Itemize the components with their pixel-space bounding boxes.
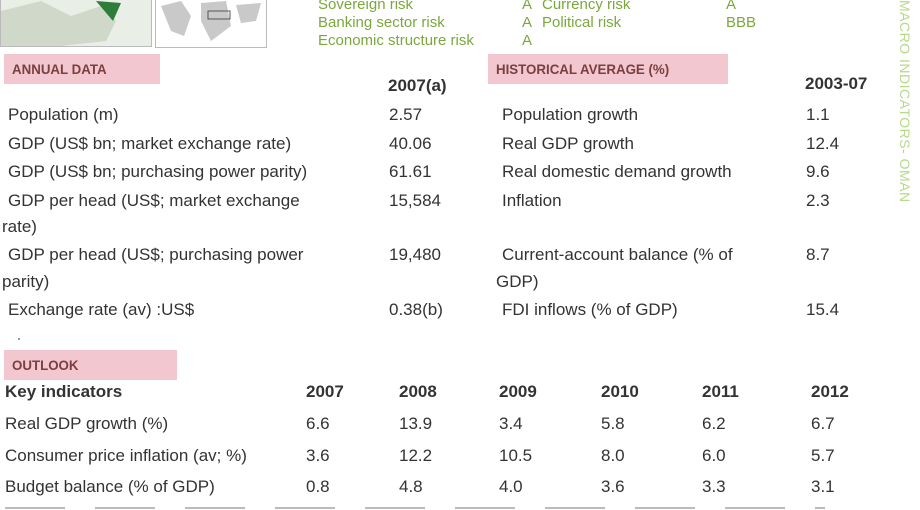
- region-map: [0, 0, 152, 47]
- sovereign-risk-label: Sovereign risk: [318, 0, 414, 13]
- annual-row-label: Exchange rate (av) :US$: [8, 300, 195, 319]
- outlook-cell: 6.7: [811, 414, 835, 433]
- world-map-graphic: [156, 0, 266, 47]
- outlook-year-header: 2007: [306, 382, 344, 401]
- historical-row-label: Inflation: [502, 191, 562, 210]
- economic-risk-value: A: [522, 32, 533, 49]
- annual-row-label: Population (m): [8, 105, 119, 124]
- outlook-row-label: Budget balance (% of GDP): [5, 477, 215, 496]
- annual-row-label: GDP (US$ bn; purchasing power parity): [8, 162, 308, 181]
- outlook-cell: 3.6: [601, 477, 625, 496]
- annual-row-label: GDP per head (US$; purchasing power: [8, 245, 304, 264]
- annual-row-value: 40.06: [389, 134, 432, 153]
- outlook-title: OUTLOOK: [12, 357, 79, 373]
- historical-row-label: Current-account balance (% of: [502, 245, 733, 264]
- annual-year-header: 2007(a): [388, 76, 447, 95]
- outlook-cell: 5.8: [601, 414, 625, 433]
- outlook-year-header: 2010: [601, 382, 639, 401]
- banking-risk-value: A: [522, 14, 533, 31]
- outlook-cell: 6.6: [306, 414, 330, 433]
- historical-row-label: Real domestic demand growth: [502, 162, 732, 181]
- annual-row-label: GDP (US$ bn; market exchange rate): [8, 134, 292, 153]
- outlook-row-label: Consumer price inflation (av; %): [5, 446, 247, 465]
- historical-row-label: Real GDP growth: [502, 134, 634, 153]
- economic-risk-label: Economic structure risk: [318, 32, 474, 49]
- political-risk-value: BBB: [726, 14, 757, 31]
- historical-row-value: 8.7: [806, 245, 830, 264]
- historical-row-label: Population growth: [502, 105, 639, 124]
- outlook-cell: 3.3: [702, 477, 726, 496]
- outlook-cell: 3.6: [306, 446, 330, 465]
- historical-row-value: 15.4: [806, 300, 840, 319]
- outlook-cell: 0.8: [306, 477, 330, 496]
- outlook-cell: 12.2: [399, 446, 433, 465]
- outlook-cell: 4.0: [499, 477, 523, 496]
- sovereign-risk-value: A: [522, 0, 533, 13]
- annual-row-label-cont: rate): [2, 217, 37, 236]
- outlook-cell: 6.0: [702, 446, 726, 465]
- annual-row-value: 61.61: [389, 162, 432, 181]
- speck: [18, 338, 20, 340]
- outlook-cell: 5.7: [811, 446, 835, 465]
- side-label-text: MACRO INDICATORS- OMAN: [897, 0, 913, 203]
- outlook-year-header: 2012: [811, 382, 849, 401]
- annual-row-value: 0.38(b): [389, 300, 443, 319]
- outlook-cell: 3.1: [811, 477, 835, 496]
- outlook-year-header: 2011: [702, 382, 739, 401]
- historical-row-label-cont: GDP): [496, 272, 539, 291]
- historical-period-header: 2003-07: [805, 74, 868, 93]
- historical-row-label: FDI inflows (% of GDP): [502, 300, 678, 319]
- currency-risk-value: A: [726, 0, 737, 13]
- outlook-header: OUTLOOK: [4, 350, 177, 380]
- outlook-year-header: 2008: [399, 382, 437, 401]
- annual-row-value: 19,480: [389, 245, 441, 264]
- historical-row-value: 9.6: [806, 162, 830, 181]
- outlook-cell: 3.4: [499, 414, 523, 433]
- cutoff-row: [5, 504, 825, 510]
- outlook-year-header: 2009: [499, 382, 537, 401]
- historical-average-title: HISTORICAL AVERAGE (%): [496, 61, 670, 77]
- region-map-graphic: [1, 0, 151, 46]
- historical-average-header: HISTORICAL AVERAGE (%): [488, 54, 728, 84]
- annual-row-label: GDP per head (US$; market exchange: [8, 191, 300, 210]
- annual-data-title: ANNUAL DATA: [12, 61, 107, 77]
- outlook-cell: 8.0: [601, 446, 625, 465]
- annual-row-value: 15,584: [389, 191, 441, 210]
- key-indicators-header: Key indicators: [5, 382, 123, 401]
- side-label: MACRO INDICATORS- OMAN: [891, 0, 920, 210]
- annual-data-header: ANNUAL DATA: [4, 54, 160, 84]
- historical-row-value: 1.1: [806, 105, 830, 124]
- outlook-row-label: Real GDP growth (%): [5, 414, 169, 433]
- outlook-cell: 13.9: [399, 414, 433, 433]
- banking-risk-label: Banking sector risk: [318, 14, 445, 31]
- annual-row-value: 2.57: [389, 105, 423, 124]
- world-map: [155, 0, 267, 48]
- political-risk-label: Political risk: [542, 14, 622, 31]
- outlook-cell: 4.8: [399, 477, 423, 496]
- historical-row-value: 12.4: [806, 134, 840, 153]
- outlook-cell: 6.2: [702, 414, 726, 433]
- currency-risk-label: Currency risk: [542, 0, 631, 13]
- annual-row-label-cont: parity): [2, 272, 50, 291]
- outlook-cell: 10.5: [499, 446, 533, 465]
- historical-row-value: 2.3: [806, 191, 830, 210]
